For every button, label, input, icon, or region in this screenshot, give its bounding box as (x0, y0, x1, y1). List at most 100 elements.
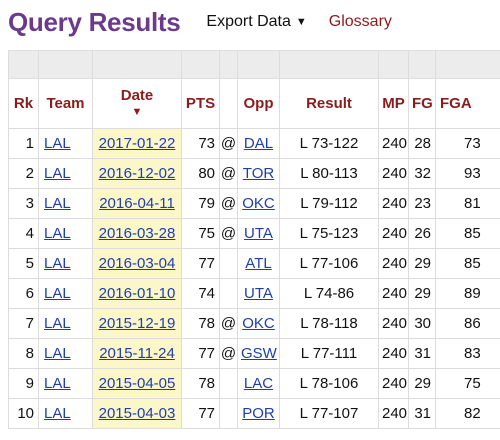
opponent-link[interactable]: UTA (244, 285, 273, 302)
team-link[interactable]: LAL (44, 315, 71, 332)
table-row: 5 LAL 2016-03-04 77 ATL L 77-106 240 29 … (8, 248, 500, 279)
date-link[interactable]: 2016-03-28 (98, 225, 176, 242)
date-link[interactable]: 2015-04-03 (98, 405, 176, 422)
rank-cell: 5 (8, 248, 39, 279)
opponent-link[interactable]: POR (242, 405, 275, 422)
opponent-link[interactable]: DAL (243, 135, 274, 152)
table-row: 3 LAL 2016-04-11 79 @ OKC L 79-112 240 2… (8, 188, 500, 219)
date-cell: 2015-11-24 (92, 338, 182, 369)
column-header-rk[interactable]: Rk (8, 78, 39, 129)
team-link[interactable]: LAL (44, 225, 71, 242)
date-cell: 2017-01-22 (92, 128, 182, 159)
results-table: Rk Team Date ▼ PTS Opp Result MP FG FGA 1… (8, 50, 500, 429)
date-cell: 2016-04-11 (92, 188, 182, 219)
fg-cell: 23 (408, 188, 436, 219)
opponent-link[interactable]: ATL (245, 255, 272, 272)
group-header-cell (38, 50, 93, 79)
group-header-cell (378, 50, 409, 79)
opponent-link[interactable]: OKC (242, 195, 275, 212)
rank-cell: 2 (8, 158, 39, 189)
mp-cell: 240 (378, 308, 409, 339)
team-link[interactable]: LAL (44, 255, 71, 272)
opponent-link[interactable]: GSW (241, 345, 277, 362)
mp-cell: 240 (378, 188, 409, 219)
team-link[interactable]: LAL (44, 195, 71, 212)
table-body: 1 LAL 2017-01-22 73 @ DAL L 73-122 240 2… (8, 128, 500, 429)
opponent-cell: OKC (237, 188, 280, 219)
group-header-cell (237, 50, 280, 79)
opponent-link[interactable]: OKC (242, 315, 275, 332)
table-header-row: Rk Team Date ▼ PTS Opp Result MP FG FGA (8, 78, 500, 129)
column-header-location[interactable] (219, 78, 238, 129)
date-link[interactable]: 2015-04-05 (98, 375, 176, 392)
column-header-mp[interactable]: MP (378, 78, 409, 129)
table-row: 4 LAL 2016-03-28 75 @ UTA L 75-123 240 2… (8, 218, 500, 249)
pts-cell: 77 (181, 248, 220, 279)
opponent-link[interactable]: LAC (243, 375, 274, 392)
date-link[interactable]: 2016-03-04 (98, 255, 176, 272)
date-link[interactable]: 2015-12-19 (98, 315, 176, 332)
fg-cell: 29 (408, 248, 436, 279)
result-cell: L 77-106 (279, 248, 379, 279)
opponent-cell: ATL (237, 248, 280, 279)
column-header-team[interactable]: Team (38, 78, 93, 129)
fga-cell: 85 (435, 218, 500, 249)
column-header-fga[interactable]: FGA (435, 78, 500, 129)
mp-cell: 240 (378, 248, 409, 279)
column-header-opp[interactable]: Opp (237, 78, 280, 129)
fg-cell: 26 (408, 218, 436, 249)
result-cell: L 74-86 (279, 278, 379, 309)
opponent-cell: UTA (237, 218, 280, 249)
pts-cell: 75 (181, 218, 220, 249)
team-cell: LAL (38, 398, 93, 429)
pts-cell: 77 (181, 398, 220, 429)
date-link[interactable]: 2017-01-22 (98, 135, 176, 152)
mp-cell: 240 (378, 158, 409, 189)
column-header-date[interactable]: Date ▼ (92, 78, 182, 129)
location-cell: @ (219, 188, 238, 219)
export-data-menu[interactable]: Export Data ▼ (206, 13, 306, 31)
opponent-cell: TOR (237, 158, 280, 189)
team-link[interactable]: LAL (44, 135, 71, 152)
fga-cell: 82 (435, 398, 500, 429)
date-link[interactable]: 2015-11-24 (99, 345, 175, 362)
group-header-cell (92, 50, 182, 79)
opponent-cell: DAL (237, 128, 280, 159)
fg-cell: 31 (408, 398, 436, 429)
location-cell: @ (219, 338, 238, 369)
team-link[interactable]: LAL (44, 285, 71, 302)
team-cell: LAL (38, 338, 93, 369)
location-cell: @ (219, 128, 238, 159)
team-link[interactable]: LAL (44, 345, 71, 362)
results-table-container: Rk Team Date ▼ PTS Opp Result MP FG FGA 1… (8, 50, 500, 429)
rank-cell: 7 (8, 308, 39, 339)
sort-descending-icon: ▼ (131, 105, 143, 118)
column-header-pts[interactable]: PTS (181, 78, 220, 129)
opponent-link[interactable]: TOR (242, 165, 275, 182)
team-link[interactable]: LAL (44, 405, 71, 422)
group-header-cell (279, 50, 379, 79)
team-link[interactable]: LAL (44, 375, 71, 392)
glossary-link[interactable]: Glossary (328, 13, 392, 30)
fga-cell: 83 (435, 338, 500, 369)
group-header-cell (181, 50, 220, 79)
opponent-link[interactable]: UTA (244, 225, 273, 242)
column-header-result[interactable]: Result (279, 78, 379, 129)
date-link[interactable]: 2016-04-11 (99, 195, 175, 212)
location-cell (219, 398, 238, 429)
location-cell (219, 278, 238, 309)
table-row: 9 LAL 2015-04-05 78 LAC L 78-106 240 29 … (8, 368, 500, 399)
fga-cell: 89 (435, 278, 500, 309)
date-link[interactable]: 2016-12-02 (98, 165, 176, 182)
mp-cell: 240 (378, 338, 409, 369)
opponent-cell: POR (237, 398, 280, 429)
pts-cell: 77 (181, 338, 220, 369)
column-header-fg[interactable]: FG (408, 78, 436, 129)
fga-cell: 81 (435, 188, 500, 219)
date-cell: 2016-03-04 (92, 248, 182, 279)
team-cell: LAL (38, 278, 93, 309)
mp-cell: 240 (378, 398, 409, 429)
team-link[interactable]: LAL (44, 165, 71, 182)
date-link[interactable]: 2016-01-10 (98, 285, 176, 302)
opponent-cell: GSW (237, 338, 280, 369)
